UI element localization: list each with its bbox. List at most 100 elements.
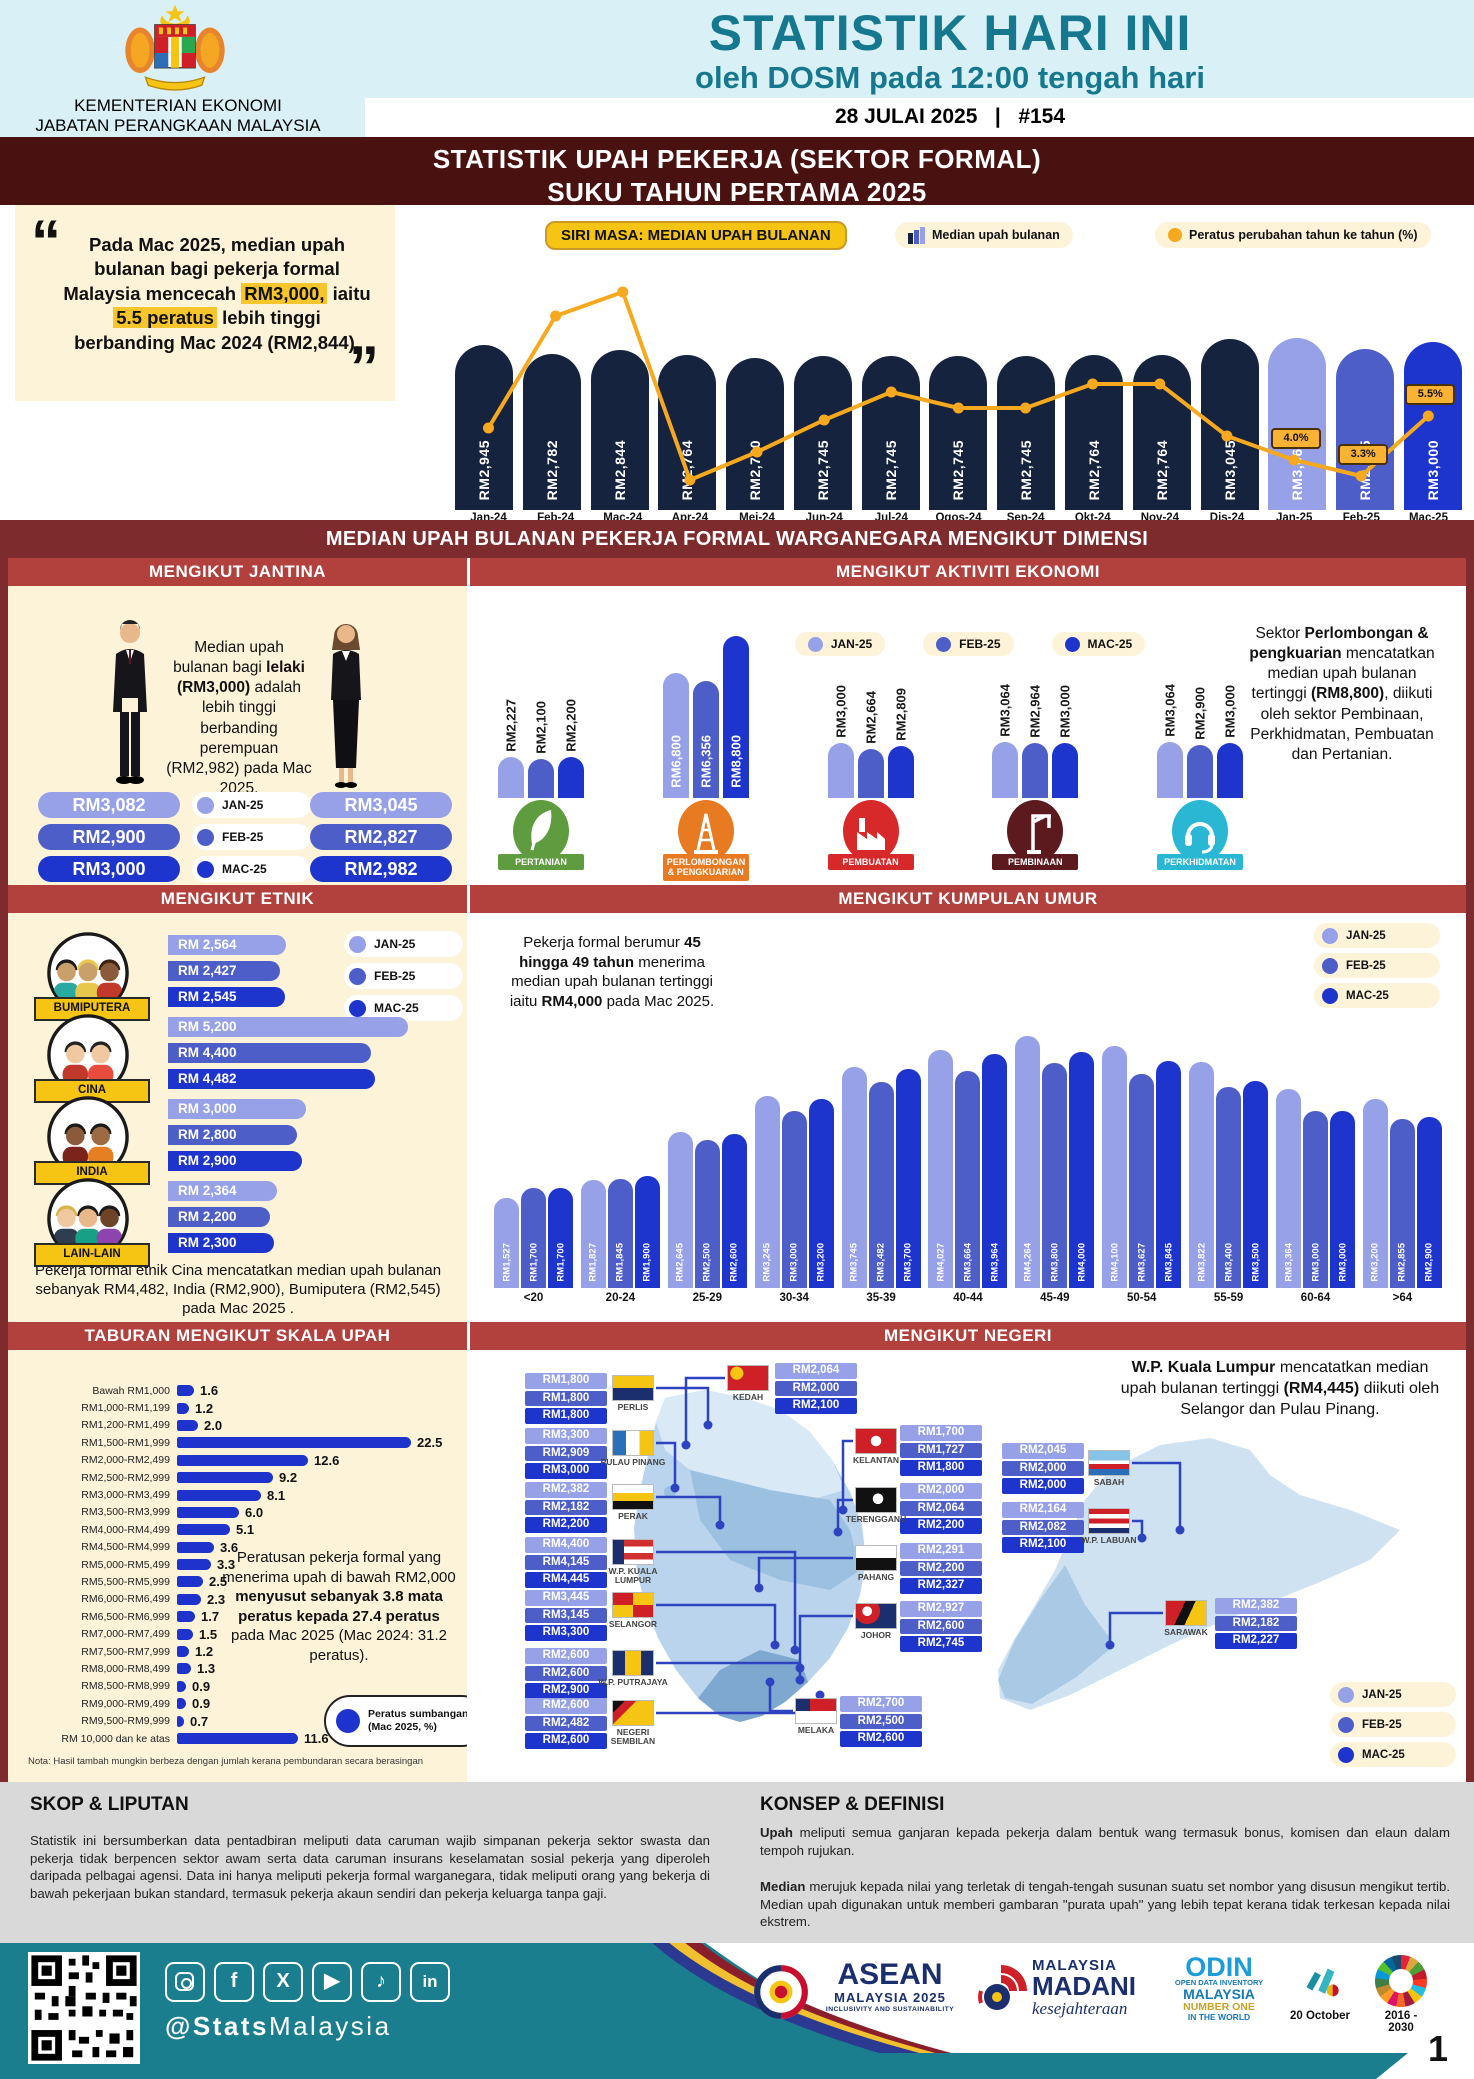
economic-bar-value: RM2,227 [503, 699, 519, 752]
sdg-logo: 2016 - 2030 [1372, 1955, 1430, 2034]
stats-day-date: 20 October [1289, 2009, 1351, 2022]
wage-scale-bar [177, 1646, 189, 1658]
tiktok-icon[interactable]: ♪ [361, 1962, 401, 2002]
age-bar: RM1,827 [580, 1180, 606, 1288]
age-bar-value: RM3,364 [1283, 1243, 1295, 1282]
age-group-20-24: RM1,827 RM1,845 RM1,900 [580, 1176, 660, 1288]
state-wage-chip: RM3,145 [525, 1607, 607, 1623]
left-border [0, 558, 8, 1782]
state-wage-chip: RM1,800 [525, 1390, 607, 1406]
pulau-pinang-flag-icon [612, 1430, 654, 1456]
wage-scale-bar [177, 1506, 239, 1518]
perlis-flag-icon [612, 1375, 654, 1401]
ethnic-caption: Pekerja formal etnik Cina mencatatkan me… [34, 1262, 442, 1318]
economic-section-body: JAN-25 FEB-25 MAC-25 RM2,227 RM2,100 RM2,200… [470, 586, 1466, 885]
x-icon[interactable]: X [263, 1962, 303, 2002]
terengganu-flag-icon [855, 1487, 897, 1513]
timeseries-bar-Mac-25: RM3,000 [1403, 342, 1462, 510]
state-wage-chip: RM2,045 [1002, 1443, 1084, 1459]
date-text: 28 JULAI 2025 [834, 105, 978, 128]
gender-section-title: MENGIKUT JANTINA [8, 558, 467, 586]
state-wage-chip: RM2,745 [900, 1636, 982, 1652]
age-bar-value: RM3,845 [1163, 1243, 1175, 1282]
instagram-icon[interactable] [165, 1962, 205, 2002]
age-bar: RM2,645 [667, 1132, 693, 1288]
timeseries-bars: RM2,945 RM2,782 RM2,844 RM2,764 RM2,700 RM2,7… [455, 290, 1462, 510]
state-wage-chip: RM2,200 [900, 1518, 982, 1534]
age-bar-value: RM2,500 [701, 1243, 713, 1282]
ethnic-name-tag: LAIN-LAIN [34, 1243, 150, 1267]
age-axis-label: 45-49 [1040, 1292, 1070, 1304]
economic-icon-slot: PERTANIAN [498, 800, 584, 881]
legend-dot-icon [1338, 1686, 1354, 1703]
state-name-label: KELANTAN [852, 1455, 900, 1465]
wage-scale-value: 1.2 [195, 1400, 214, 1416]
youtube-icon[interactable]: ▶ [312, 1962, 352, 2002]
state-wage-chip: RM2,600 [525, 1648, 607, 1664]
legend-dot-icon [197, 828, 214, 846]
age-bar-value: RM3,500 [1250, 1243, 1262, 1282]
economic-bar: RM2,900 [1187, 687, 1213, 798]
odin-l5: IN THE WORLD [1187, 2011, 1251, 2022]
text-segment: (RM8,800) [1310, 685, 1385, 703]
wage-scale-row: RM7,500-RM7,999 1.2 [20, 1643, 460, 1660]
state-wage-chip: RM1,800 [525, 1373, 607, 1389]
economic-bar: RM2,664 [857, 691, 884, 798]
text-segment: 5.5 peratus [113, 307, 217, 329]
male-wage-values: RM3,082 RM2,900 RM3,000 [38, 792, 180, 885]
state-wage-chip: RM2,000 [1002, 1460, 1084, 1476]
wage-range-label: RM 10,000 dan ke atas [61, 1732, 170, 1745]
state-name-label: SABAH [1093, 1477, 1125, 1487]
economic-group-services: RM3,064 RM2,900 RM3,000 [1157, 684, 1243, 798]
wage-scale-value: 9.2 [279, 1470, 298, 1486]
madani-l3: kesejahteraan [1032, 1998, 1128, 2018]
economic-bar: RM6,800 [662, 673, 689, 798]
wage-scale-bar [177, 1593, 201, 1605]
legend-label: MAC-25 [1362, 1748, 1405, 1761]
month-legend-item: FEB-25 [192, 824, 311, 850]
w-p-putrajaya-flag-icon [612, 1650, 654, 1676]
economic-bar: RM2,100 [528, 701, 554, 798]
text-segment: RM4,000 [541, 992, 603, 1010]
chart-title-tag: SIRI MASA: MEDIAN UPAH BULANAN [545, 221, 847, 250]
wage-chip: RM3,045 [310, 792, 452, 818]
ethnic-group-BUMIPUTERA: BUMIPUTERA RM 2,564 RM 2,427 RM 2,545 [8, 932, 467, 1021]
wage-range-label: RM2,500-RM2,999 [81, 1471, 170, 1484]
age-bar: RM3,822 [1189, 1062, 1215, 1288]
text-segment: pada Mac 2025 (Mac 2024: 31.2 peratus). [231, 1627, 447, 1664]
legend-dot-icon [1322, 957, 1338, 974]
wage-scale-row: RM4,500-RM4,999 3.6 [20, 1539, 460, 1556]
odin-l3: MALAYSIA [1183, 1986, 1255, 2003]
page-number: 1 [1428, 2028, 1449, 2069]
state-name-label: W.P. PUTRAJAYA [598, 1677, 668, 1687]
text-segment: merujuk kepada nilai yang terletak di te… [760, 1879, 1450, 1930]
state-month-legend: JAN-25 FEB-25 MAC-25 [1330, 1682, 1456, 1772]
economic-bar: RM3,064 [1157, 684, 1183, 798]
legend-dot-icon [197, 796, 214, 814]
economic-bar-value: RM8,800 [728, 735, 744, 788]
sector-name: PERLOMBONGAN & PENGKUARIAN [662, 854, 749, 881]
legend-label: MAC-25 [1087, 637, 1133, 651]
month-legend-item: FEB-25 [344, 963, 463, 989]
wage-scale-summary: Peratusan pekerja formal yang menerima u… [220, 1548, 458, 1665]
text-segment: mencatatkan median upah bulanan tertingg… [1120, 1359, 1429, 1397]
wage-scale-bar [177, 1472, 273, 1484]
state-name-label: W.P. KUALA LUMPUR [608, 1566, 658, 1586]
wage-scale-bar [177, 1733, 298, 1744]
age-bar-value: RM1,527 [501, 1243, 512, 1282]
malaysia-map [634, 1376, 1400, 1722]
ethnic-group-CINA: CINA RM 5,200 RM 4,400 RM 4,482 [8, 1014, 467, 1103]
linkedin-icon[interactable]: in [410, 1962, 450, 2002]
banner-line2: SUKU TAHUN PERTAMA 2025 [547, 177, 927, 207]
wage-scale-row: RM5,000-RM5,499 3.3 [20, 1556, 460, 1573]
economic-bar-value: RM6,356 [698, 735, 714, 788]
state-wage-chip: RM1,727 [900, 1442, 982, 1458]
mining-icon [677, 800, 734, 862]
facebook-icon[interactable]: f [214, 1962, 254, 2002]
text-segment: Pekerja formal berumur [523, 934, 685, 951]
state-name-label: PERAK [618, 1511, 648, 1521]
legend-label: FEB-25 [959, 637, 1001, 651]
right-border [1466, 558, 1474, 1782]
age-bar: RM3,000 [781, 1111, 807, 1288]
state-name-label: TERENGGANU [845, 1514, 907, 1524]
